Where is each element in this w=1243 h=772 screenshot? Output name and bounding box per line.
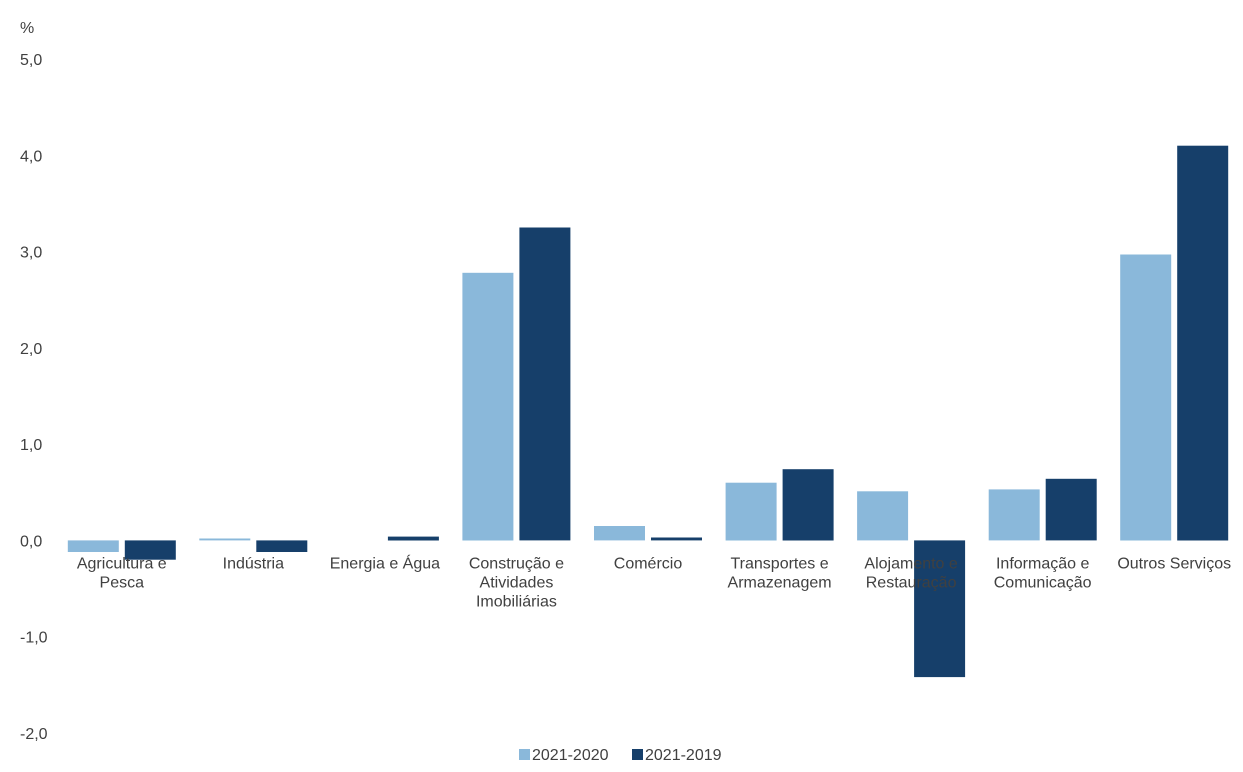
y-axis-unit-label: %: [20, 20, 34, 37]
bar-series-2021-2019: [387, 536, 439, 541]
bar-series-2021-2020: [857, 491, 909, 541]
y-tick-label: 5,0: [20, 52, 42, 69]
bar-series-2021-2020: [462, 272, 514, 541]
bar-series-2021-2019: [1177, 145, 1229, 541]
category-label: Comércio: [614, 555, 683, 572]
category-label: Energia e Água: [330, 553, 440, 572]
bar-series-2021-2019: [124, 540, 176, 560]
bar-series-2021-2020: [199, 538, 251, 541]
bar-series-2021-2019: [256, 540, 308, 552]
y-tick-label: 0,0: [20, 533, 42, 550]
legend-label: 2021-2019: [645, 747, 722, 764]
bar-series-2021-2019: [519, 227, 571, 541]
category-label: Comunicação: [994, 574, 1092, 591]
category-label: Restauração: [866, 574, 957, 591]
bar-series-2021-2020: [1120, 254, 1172, 541]
category-label: Imobiliárias: [476, 593, 557, 610]
category-label: Transportes e: [730, 555, 828, 572]
bars-group: [67, 145, 1229, 678]
category-label: Atividades: [480, 574, 554, 591]
y-tick-label: -1,0: [20, 630, 48, 647]
bar-series-2021-2019: [782, 469, 834, 541]
category-labels: Agricultura e Pesca Indústria Energia e Águ…: [77, 553, 1231, 610]
category-label: Outros Serviços: [1117, 555, 1231, 572]
bar-series-2021-2020: [67, 540, 119, 552]
y-tick-label: 3,0: [20, 245, 42, 262]
category-label: Indústria: [223, 555, 284, 572]
y-axis-ticks: -2,0 -1,0 0,0 1,0 2,0 3,0 4,0 5,0: [20, 52, 48, 743]
y-tick-label: 4,0: [20, 148, 42, 165]
category-label: Construção e: [469, 555, 564, 572]
bar-series-2021-2020: [988, 489, 1040, 541]
legend: 2021-2020 2021-2019: [519, 747, 722, 764]
legend-label: 2021-2020: [532, 747, 609, 764]
y-tick-label: -2,0: [20, 726, 48, 743]
category-label: Pesca: [100, 574, 145, 591]
y-tick-label: 2,0: [20, 341, 42, 358]
bar-series-2021-2019: [651, 537, 702, 541]
category-label: Informação e: [996, 555, 1089, 572]
bar-series-2021-2019: [914, 540, 966, 678]
category-label: Armazenagem: [728, 574, 832, 591]
bar-series-2021-2020: [725, 482, 777, 541]
legend-swatch: [632, 749, 643, 760]
bar-series-2021-2020: [594, 526, 645, 541]
category-label: Alojamento e: [864, 555, 957, 572]
y-tick-label: 1,0: [20, 437, 42, 454]
bar-series-2021-2019: [1045, 478, 1097, 541]
legend-swatch: [519, 749, 530, 760]
category-label: Agricultura e: [77, 555, 167, 572]
